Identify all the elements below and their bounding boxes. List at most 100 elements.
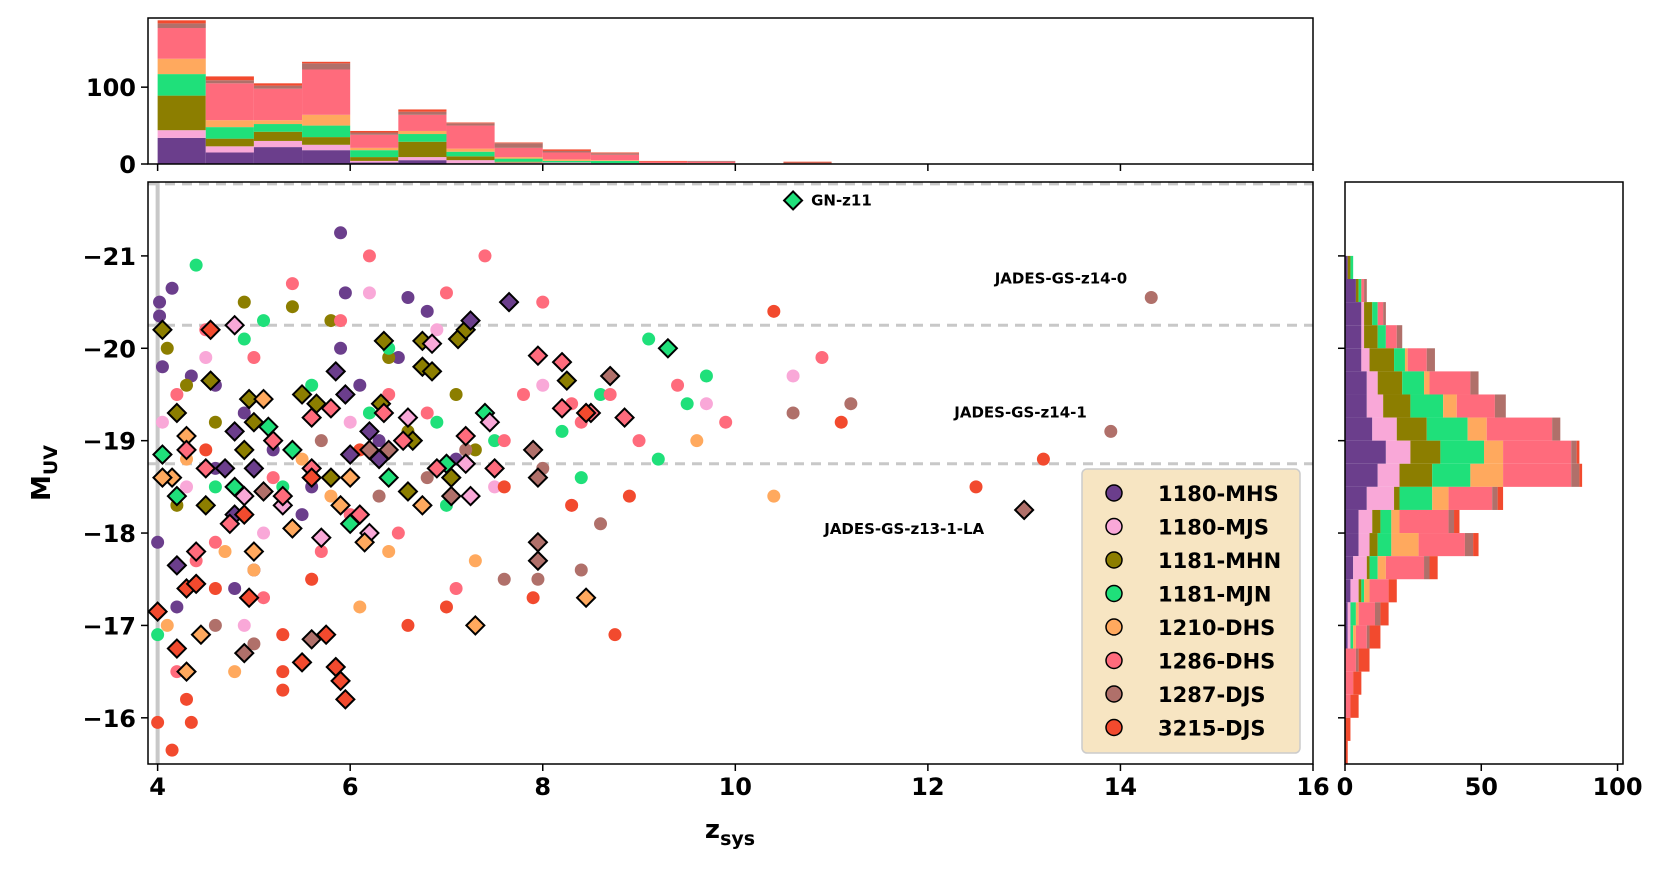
top-hist-bar-1181-MJN	[350, 150, 399, 158]
point-diamond-1287-DJS	[359, 439, 380, 461]
x-axis-label: zsys	[705, 815, 755, 850]
point-diamond-1210-DHS	[190, 624, 212, 646]
legend-label-1181-MJN: 1181-MJN	[1158, 583, 1271, 607]
point-circle-1180-MJS	[155, 415, 169, 429]
right-hist-bar-1180-MHS	[1345, 417, 1373, 441]
top-hist-bar-1287-DJS	[157, 23, 206, 28]
point-diamond-1180-MHS	[498, 291, 520, 313]
point-circle-1287-DJS	[372, 489, 386, 503]
right-hist-bar-1181-MHN	[1366, 556, 1370, 580]
top-hist-bar-1287-DJS	[253, 85, 303, 89]
annotation-label: GN-z11	[811, 191, 872, 209]
right-hist-bar-1180-MJS	[1366, 486, 1395, 510]
top-hist-bar-1181-MHN	[302, 137, 351, 145]
point-circle-3215-DJS	[151, 715, 165, 729]
right-hist-bar-3215-DJS	[1429, 556, 1438, 580]
top-hist-bar-1180-MHS	[157, 137, 206, 164]
right-hist-bar-1180-MHS	[1345, 440, 1386, 464]
right-hist-bar-3215-DJS	[1388, 579, 1397, 603]
right-hist-bar-1181-MJN	[1377, 533, 1392, 557]
x-axis-label-base: z	[705, 815, 720, 845]
point-circle-1180-MJS	[257, 526, 271, 540]
point-circle-1181-MJN	[151, 628, 165, 642]
top-hist-bar-3215-DJS	[783, 161, 832, 163]
point-diamond-3215-DJS	[148, 601, 169, 622]
point-circle-1286-DHS	[632, 434, 646, 448]
top-hist-bar-3215-DJS	[157, 20, 206, 24]
point-diamond-3215-DJS	[200, 319, 221, 341]
right-hist-bar-1180-MJS	[1347, 602, 1351, 626]
point-diamond-1181-MHN	[373, 330, 395, 352]
right-hist-bar-1180-MJS	[1353, 556, 1367, 580]
point-circle-1180-MJS	[536, 378, 550, 392]
point-circle-3215-DJS	[276, 628, 290, 642]
right-hist-bar-1181-MJN	[1350, 602, 1356, 626]
top-hist-bar-1181-MHN	[398, 141, 447, 158]
point-diamond-1180-MHS	[243, 457, 265, 479]
point-circle-1287-DJS	[594, 517, 608, 531]
point-circle-1180-MHS	[165, 281, 179, 295]
right-hist-bar-1287-DJS	[1366, 625, 1370, 649]
right-hist-bar-1181-MJN	[1377, 325, 1386, 349]
point-circle-1210-DHS	[767, 489, 781, 503]
point-circle-1286-DHS	[208, 535, 222, 549]
x-tick-label: 6	[342, 773, 359, 801]
point-diamond-1181-MJN	[166, 485, 188, 507]
point-circle-1180-MJS	[699, 397, 713, 411]
right-hist-x-tick-label: 50	[1465, 773, 1498, 801]
main-frame	[147, 181, 1314, 765]
point-circle-3215-DJS	[184, 715, 198, 729]
legend-label-3215-DJS: 3215-DJS	[1158, 717, 1266, 741]
point-circle-1181-MHN	[382, 351, 396, 365]
point-circle-1287-DJS	[420, 471, 434, 485]
right-hist-bar-1287-DJS	[1552, 417, 1561, 441]
point-diamond-1210-DHS	[464, 615, 486, 636]
right-hist-bar-1181-MHN	[1358, 579, 1362, 603]
point-diamond-1286-DHS	[301, 407, 323, 428]
top-hist-y-tick-label: 0	[119, 151, 136, 179]
point-diamond-1286-DHS	[262, 430, 284, 452]
point-diamond-1181-MJN	[152, 444, 173, 465]
top-histogram-bars	[157, 20, 832, 164]
right-hist-bar-3215-DJS	[1473, 533, 1479, 557]
annotation-label: JADES-GS-z13-1-LA	[823, 520, 984, 538]
point-circle-1180-MJS	[343, 415, 357, 429]
point-circle-1287-DJS	[844, 397, 858, 411]
legend-items: 1180-MHS 1180-MJS 1181-MHN 1181-MJN 1210-DHS…	[1105, 482, 1281, 741]
right-hist-bar-1181-MJN	[1361, 579, 1365, 603]
top-hist-bar-3215-DJS	[494, 142, 543, 144]
x-tick-label: 16	[1296, 773, 1329, 801]
point-diamond-1286-DHS	[185, 541, 207, 562]
point-circle-1210-DHS	[295, 452, 309, 466]
point-diamond-1286-DHS	[349, 504, 371, 525]
right-hist-bar-1286-DHS	[1503, 463, 1572, 487]
point-diamond-1210-DHS	[575, 587, 597, 609]
right-hist-bar-1181-MHN	[1394, 486, 1400, 510]
top-hist-bar-1287-DJS	[446, 123, 495, 126]
top-hist-bar-1286-DHS	[398, 114, 447, 131]
point-diamond-3215-DJS	[334, 688, 356, 710]
point-diamond-1286-DHS	[527, 345, 549, 367]
point-diamond-3215-DJS	[233, 504, 255, 525]
right-hist-bar-3215-DJS	[1345, 717, 1351, 741]
top-hist-bar-1210-DHS	[157, 58, 206, 75]
right-hist-bar-1180-MHS	[1345, 302, 1362, 326]
point-circle-3215-DJS	[622, 489, 636, 503]
top-hist-bar-1210-DHS	[494, 157, 543, 159]
point-circle-1210-DHS	[218, 545, 232, 559]
point-diamond-1286-DHS	[455, 425, 477, 447]
y-tick-label: −16	[82, 705, 136, 733]
point-circle-1286-DHS	[334, 314, 348, 328]
right-hist-bar-1181-MHN	[1399, 463, 1433, 487]
legend-marker-1181-MHN	[1105, 551, 1123, 569]
point-diamond-1180-MJS	[455, 453, 477, 475]
top-hist-bar-1181-MJN	[398, 134, 447, 142]
point-diamond-1181-MHN	[195, 494, 217, 516]
right-hist-bar-3215-DJS	[1497, 486, 1504, 510]
top-hist-bar-3215-DJS	[590, 152, 640, 154]
right-hist-bar-1181-MHN	[1369, 348, 1395, 372]
right-hist-bar-1210-DHS	[1432, 486, 1449, 510]
top-hist-bar-1180-MJS	[253, 140, 303, 148]
right-hist-bar-1210-DHS	[1467, 417, 1487, 441]
point-diamond-1210-DHS	[411, 494, 433, 516]
